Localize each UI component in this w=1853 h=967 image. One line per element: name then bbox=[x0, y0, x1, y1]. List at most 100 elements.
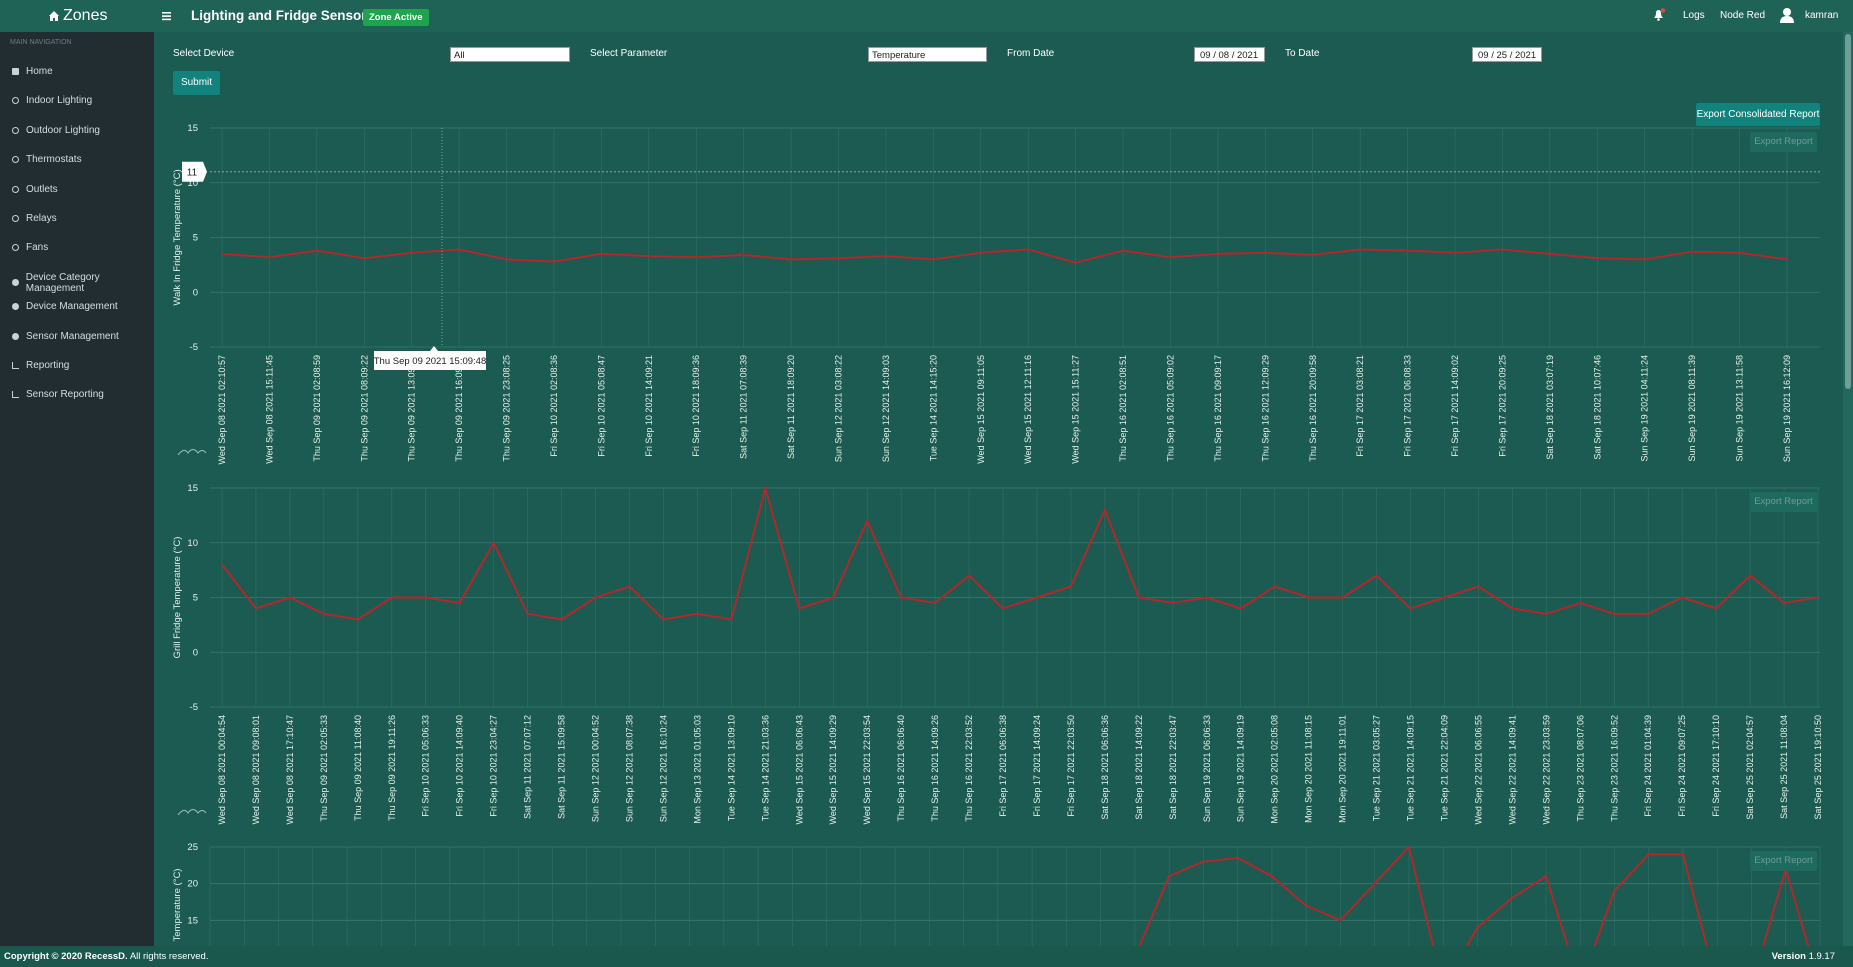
parameter-select[interactable]: Temperature bbox=[868, 47, 987, 62]
x-tick-label: Fri Sep 10 2021 05:08:47 bbox=[596, 355, 606, 457]
x-tick-label: Wed Sep 22 2021 23:03:59 bbox=[1541, 715, 1551, 824]
y-axis-label: Temperature (°C) bbox=[172, 869, 183, 942]
x-tick-label: Sun Sep 12 2021 03:08:22 bbox=[834, 355, 844, 462]
x-tick-label: Mon Sep 13 2021 01:05:03 bbox=[692, 715, 702, 824]
x-tick-label: Sat Sep 18 2021 22:03:47 bbox=[1168, 715, 1178, 820]
x-tick-label: Thu Sep 16 2021 20:09:58 bbox=[1308, 355, 1318, 462]
top-bar: Zones Lighting and Fridge Sensors Zone A… bbox=[0, 0, 1853, 32]
nav-link[interactable]: Node Red bbox=[1720, 10, 1766, 21]
sidebar: MAIN NAVIGATION Home Indoor Lighting Outdo… bbox=[0, 32, 154, 946]
x-tick-label: Sun Sep 19 2021 06:06:33 bbox=[1202, 715, 1212, 822]
y-tick-label: 5 bbox=[193, 233, 198, 244]
x-tick-label: Sat Sep 18 2021 06:06:36 bbox=[1100, 715, 1110, 820]
nav-item[interactable]: Thermostats bbox=[12, 154, 82, 165]
nav-icon bbox=[12, 68, 19, 75]
menu-toggle[interactable] bbox=[162, 11, 172, 21]
submit-button[interactable]: Submit bbox=[173, 71, 220, 95]
x-tick-label: Sun Sep 19 2021 04:11:24 bbox=[1640, 355, 1650, 461]
export-button[interactable]: Export Report bbox=[1750, 492, 1817, 512]
x-tick-label: Fri Sep 17 2021 14:09:24 bbox=[1032, 715, 1042, 817]
y-axis-label: Grill Fridge Temperature (°C) bbox=[172, 537, 183, 659]
x-tick-label: Wed Sep 08 2021 15:11:45 bbox=[264, 355, 274, 464]
nav-item[interactable]: Reporting bbox=[12, 360, 69, 371]
x-tick-label: Thu Sep 16 2021 05:09:02 bbox=[1165, 355, 1175, 462]
x-tick-label: Sat Sep 11 2021 07:08:39 bbox=[739, 355, 749, 459]
x-tick-label: Fri Sep 24 2021 17:10:10 bbox=[1711, 715, 1721, 817]
x-tick-label: Sat Sep 11 2021 07:07:12 bbox=[523, 715, 533, 819]
brand: Zones bbox=[63, 7, 108, 24]
nav-item[interactable]: Device Management bbox=[12, 301, 118, 312]
crosshair-x-label: Thu Sep 09 2021 15:09:48 bbox=[374, 356, 487, 367]
y-tick-label: 10 bbox=[187, 178, 198, 189]
x-tick-label: Thu Sep 09 2021 13:09:40 bbox=[407, 355, 417, 462]
nav-icon bbox=[12, 391, 19, 399]
nav-item[interactable]: Home bbox=[12, 66, 53, 77]
x-tick-label: Fri Sep 17 2021 03:08:21 bbox=[1355, 355, 1365, 457]
device-select[interactable]: All bbox=[450, 47, 570, 62]
export-button[interactable]: Export Report bbox=[1750, 851, 1817, 871]
data-line bbox=[221, 484, 1819, 621]
notification-bell[interactable] bbox=[1652, 8, 1666, 22]
nav-icon bbox=[12, 126, 19, 134]
nav-icon bbox=[12, 303, 19, 311]
nav-icon bbox=[12, 97, 19, 105]
x-tick-label: Tue Sep 14 2021 21:03:36 bbox=[760, 715, 770, 821]
nav-icon bbox=[12, 215, 19, 222]
data-line bbox=[1138, 844, 1810, 946]
nav-item[interactable]: Sensor Management bbox=[12, 331, 119, 342]
nav-label: Fans bbox=[26, 242, 49, 254]
page-title: Lighting and Fridge Sensors bbox=[191, 8, 375, 23]
x-tick-label: Sat Sep 18 2021 03:07:19 bbox=[1545, 355, 1555, 460]
from-date-input[interactable]: 09 / 08 / 2021 bbox=[1194, 47, 1265, 62]
range-selector-icon bbox=[177, 449, 207, 456]
nav-label: Sensor Management bbox=[26, 330, 119, 342]
export-consolidated-button[interactable]: Export Consolidated Report bbox=[1696, 103, 1820, 126]
nav-icon bbox=[12, 279, 19, 287]
nav-label: Thermostats bbox=[26, 154, 82, 166]
user-icon bbox=[1780, 8, 1794, 23]
x-tick-label: Wed Sep 15 2021 22:03:54 bbox=[862, 715, 872, 824]
x-tick-label: Sat Sep 25 2021 11:08:04 bbox=[1779, 715, 1789, 819]
nav-label: Indoor Lighting bbox=[26, 95, 93, 107]
x-tick-label: Thu Sep 16 2021 14:09:26 bbox=[930, 715, 940, 822]
x-tick-label: Fri Sep 17 2021 06:08:33 bbox=[1403, 355, 1413, 457]
nav-link[interactable]: Logs bbox=[1683, 10, 1705, 21]
x-tick-label: Thu Sep 09 2021 16:09:52 bbox=[454, 355, 464, 462]
nav-icon bbox=[12, 185, 19, 193]
nav-label: Reporting bbox=[26, 360, 70, 371]
x-tick-label: Sat Sep 18 2021 14:09:22 bbox=[1134, 715, 1144, 820]
x-tick-label: Wed Sep 15 2021 14:09:29 bbox=[828, 715, 838, 824]
nav-icon bbox=[12, 332, 19, 340]
scrollbar-thumb[interactable] bbox=[1845, 34, 1851, 389]
nav-item[interactable]: Outdoor Lighting bbox=[12, 125, 100, 136]
x-tick-label: Fri Sep 10 2021 14:09:40 bbox=[455, 715, 465, 817]
x-tick-label: Wed Sep 22 2021 06:06:55 bbox=[1473, 715, 1483, 824]
nav-item[interactable]: Outlets bbox=[12, 184, 58, 195]
x-tick-label: Wed Sep 15 2021 12:11:16 bbox=[1023, 355, 1033, 464]
nav-item[interactable]: Indoor Lighting bbox=[12, 95, 92, 106]
nav-item[interactable]: Sensor Reporting bbox=[12, 389, 104, 400]
nav-label: Relays bbox=[26, 213, 57, 224]
x-tick-label: Fri Sep 24 2021 09:07:25 bbox=[1677, 715, 1687, 817]
x-tick-label: Wed Sep 08 2021 00:04:54 bbox=[217, 715, 227, 824]
nav-item[interactable]: Device Category Management bbox=[12, 272, 154, 294]
x-tick-label: Wed Sep 22 2021 14:09:41 bbox=[1507, 715, 1517, 824]
x-tick-label: Sat Sep 25 2021 02:04:57 bbox=[1745, 715, 1755, 820]
nav-item[interactable]: Relays bbox=[12, 213, 57, 224]
y-tick-label: 0 bbox=[193, 287, 198, 298]
field-label: Select Device bbox=[173, 48, 235, 59]
x-tick-label: Fri Sep 17 2021 06:06:38 bbox=[998, 715, 1008, 817]
crosshair-y-tooltip bbox=[182, 161, 207, 182]
y-tick-label: 20 bbox=[187, 879, 198, 890]
x-tick-label: Wed Sep 15 2021 09:11:05 bbox=[976, 355, 986, 464]
user-name[interactable]: kamran bbox=[1805, 10, 1839, 21]
export-button[interactable]: Export Report bbox=[1750, 132, 1817, 152]
nav-icon bbox=[12, 244, 19, 252]
x-tick-label: Mon Sep 20 2021 11:08:15 bbox=[1304, 715, 1314, 823]
x-tick-label: Thu Sep 16 2021 06:06:40 bbox=[896, 715, 906, 822]
x-tick-label: Thu Sep 09 2021 02:08:59 bbox=[312, 355, 322, 462]
x-tick-label: Wed Sep 08 2021 17:10:47 bbox=[285, 715, 295, 824]
nav-item[interactable]: Fans bbox=[12, 242, 48, 253]
y-tick-label: 10 bbox=[187, 538, 198, 549]
to-date-input[interactable]: 09 / 25 / 2021 bbox=[1472, 47, 1542, 62]
